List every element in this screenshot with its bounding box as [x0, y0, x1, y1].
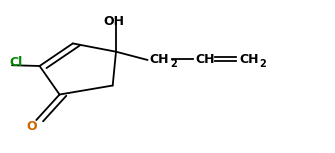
- Text: CH: CH: [149, 53, 169, 66]
- Text: CH: CH: [196, 53, 215, 66]
- Text: OH: OH: [104, 15, 125, 28]
- Text: Cl: Cl: [10, 56, 23, 69]
- Text: 2: 2: [170, 59, 177, 69]
- Text: 2: 2: [260, 59, 266, 69]
- Text: O: O: [26, 120, 37, 132]
- Text: CH: CH: [239, 53, 258, 66]
